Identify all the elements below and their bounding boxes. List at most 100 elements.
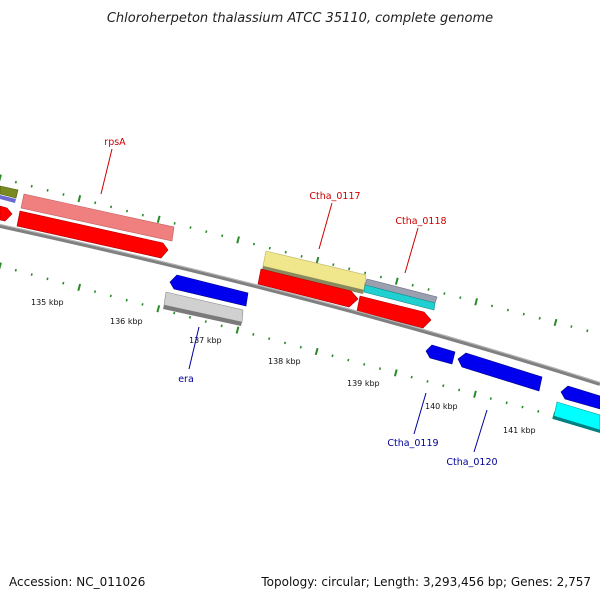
gene-label-ctha0118[interactable]: Ctha_0118 bbox=[395, 216, 446, 227]
feature-ctha0119-cds[interactable] bbox=[425, 344, 456, 365]
minor-tick bbox=[364, 271, 367, 275]
feature-rpsA-cds[interactable] bbox=[16, 210, 169, 259]
gene-label-ctha0119[interactable]: Ctha_0119 bbox=[387, 438, 438, 449]
minor-tick bbox=[490, 304, 494, 308]
gene-label-ctha0120[interactable]: Ctha_0120 bbox=[446, 457, 497, 468]
major-tick bbox=[394, 277, 399, 285]
kbp-label: 138 kbp bbox=[268, 357, 301, 366]
major-tick bbox=[473, 390, 477, 398]
minor-tick bbox=[521, 405, 524, 409]
minor-tick bbox=[458, 388, 461, 392]
minor-tick bbox=[505, 401, 508, 405]
major-tick bbox=[235, 326, 240, 334]
minor-tick bbox=[522, 312, 525, 316]
minor-tick bbox=[459, 296, 462, 300]
minor-tick bbox=[204, 320, 207, 323]
major-tick bbox=[77, 194, 82, 203]
feature-ctha0120-cds[interactable] bbox=[457, 352, 543, 392]
minor-tick bbox=[46, 188, 49, 192]
gene-label-rpsA[interactable]: rpsA bbox=[104, 137, 126, 148]
feature-right-cyan-underline[interactable] bbox=[553, 416, 600, 433]
major-tick bbox=[393, 369, 398, 377]
outer-tick-track bbox=[0, 174, 589, 333]
minor-tick bbox=[506, 308, 509, 312]
minor-tick bbox=[348, 267, 351, 271]
minor-tick bbox=[110, 205, 113, 209]
minor-tick bbox=[125, 209, 129, 213]
reverse-feature-band bbox=[163, 274, 600, 433]
gene-labels: rpsA Ctha_0117 Ctha_0118 era Ctha_0119 C… bbox=[100, 137, 498, 468]
minor-tick bbox=[537, 409, 540, 413]
minor-tick bbox=[189, 226, 192, 229]
feature-ctha0118-strip[interactable] bbox=[363, 284, 436, 311]
map-title: Chloroherpeton thalassium ATCC 35110, co… bbox=[107, 11, 493, 26]
kbp-label: 140 kbp bbox=[425, 402, 458, 411]
minor-tick bbox=[252, 242, 256, 246]
leader-line bbox=[188, 326, 200, 370]
gene-label-era[interactable]: era bbox=[178, 374, 194, 385]
minor-tick bbox=[538, 316, 541, 320]
genome-backbone bbox=[0, 224, 600, 386]
feature-olive-strip[interactable] bbox=[0, 195, 16, 203]
minor-tick bbox=[173, 311, 176, 315]
minor-tick bbox=[363, 362, 366, 366]
major-tick bbox=[77, 283, 82, 292]
minor-tick bbox=[14, 180, 17, 184]
feature-right-blue-cds[interactable] bbox=[560, 385, 600, 410]
major-tick bbox=[314, 347, 319, 356]
inner-tick-track bbox=[0, 262, 587, 426]
genome-backbone-highlight bbox=[0, 224, 600, 383]
feature-ctha0117-cds[interactable] bbox=[257, 268, 359, 308]
feature-era-cds[interactable] bbox=[169, 274, 249, 307]
minor-tick bbox=[299, 345, 302, 349]
kbp-label: 139 kbp bbox=[347, 379, 380, 388]
kbp-ruler: 135 kbp 136 kbp 137 kbp 138 kbp 139 kbp … bbox=[31, 298, 536, 435]
minor-tick bbox=[489, 397, 492, 400]
minor-tick bbox=[268, 337, 271, 341]
feature-rpsA-gene[interactable] bbox=[20, 193, 175, 242]
minor-tick bbox=[141, 213, 144, 217]
minor-tick bbox=[94, 201, 97, 205]
minor-tick bbox=[141, 303, 144, 306]
minor-tick bbox=[30, 184, 33, 188]
feature-era-underline[interactable] bbox=[163, 305, 242, 326]
minor-tick bbox=[300, 255, 303, 258]
feature-right-cyan[interactable] bbox=[553, 401, 600, 431]
major-tick bbox=[156, 305, 161, 313]
minor-tick bbox=[221, 234, 224, 238]
minor-tick bbox=[378, 367, 382, 370]
minor-tick bbox=[426, 380, 429, 383]
feature-olive[interactable] bbox=[0, 185, 19, 199]
minor-tick bbox=[410, 375, 413, 379]
kbp-label: 136 kbp bbox=[110, 317, 143, 326]
gene-label-ctha0117[interactable]: Ctha_0117 bbox=[309, 191, 360, 202]
genome-summary: Topology: circular; Length: 3,293,456 bp… bbox=[260, 575, 591, 589]
major-tick bbox=[315, 256, 320, 265]
minor-tick bbox=[205, 230, 208, 234]
major-tick bbox=[0, 174, 2, 182]
minor-tick bbox=[62, 193, 65, 196]
feature-ctha0118-cds[interactable] bbox=[356, 295, 432, 329]
minor-tick bbox=[283, 341, 287, 345]
minor-tick bbox=[252, 333, 255, 336]
accession-label: Accession: NC_011026 bbox=[9, 575, 145, 589]
feature-ctha0117-underline[interactable] bbox=[262, 266, 364, 294]
leader-line bbox=[100, 148, 113, 195]
minor-tick bbox=[427, 288, 430, 291]
major-tick bbox=[156, 215, 161, 223]
feature-left-red-arrow[interactable] bbox=[0, 205, 13, 222]
minor-tick bbox=[442, 384, 445, 388]
minor-tick bbox=[46, 277, 49, 281]
minor-tick bbox=[125, 298, 128, 302]
forward-feature-band bbox=[0, 185, 438, 329]
kbp-label: 141 kbp bbox=[503, 426, 536, 435]
minor-tick bbox=[379, 275, 382, 279]
leader-line bbox=[318, 202, 333, 250]
kbp-label: 137 kbp bbox=[189, 336, 222, 345]
minor-tick bbox=[268, 246, 271, 250]
major-tick bbox=[236, 236, 240, 244]
minor-tick bbox=[411, 283, 414, 287]
major-tick bbox=[553, 318, 558, 327]
minor-tick bbox=[443, 292, 446, 295]
minor-tick bbox=[347, 358, 350, 362]
